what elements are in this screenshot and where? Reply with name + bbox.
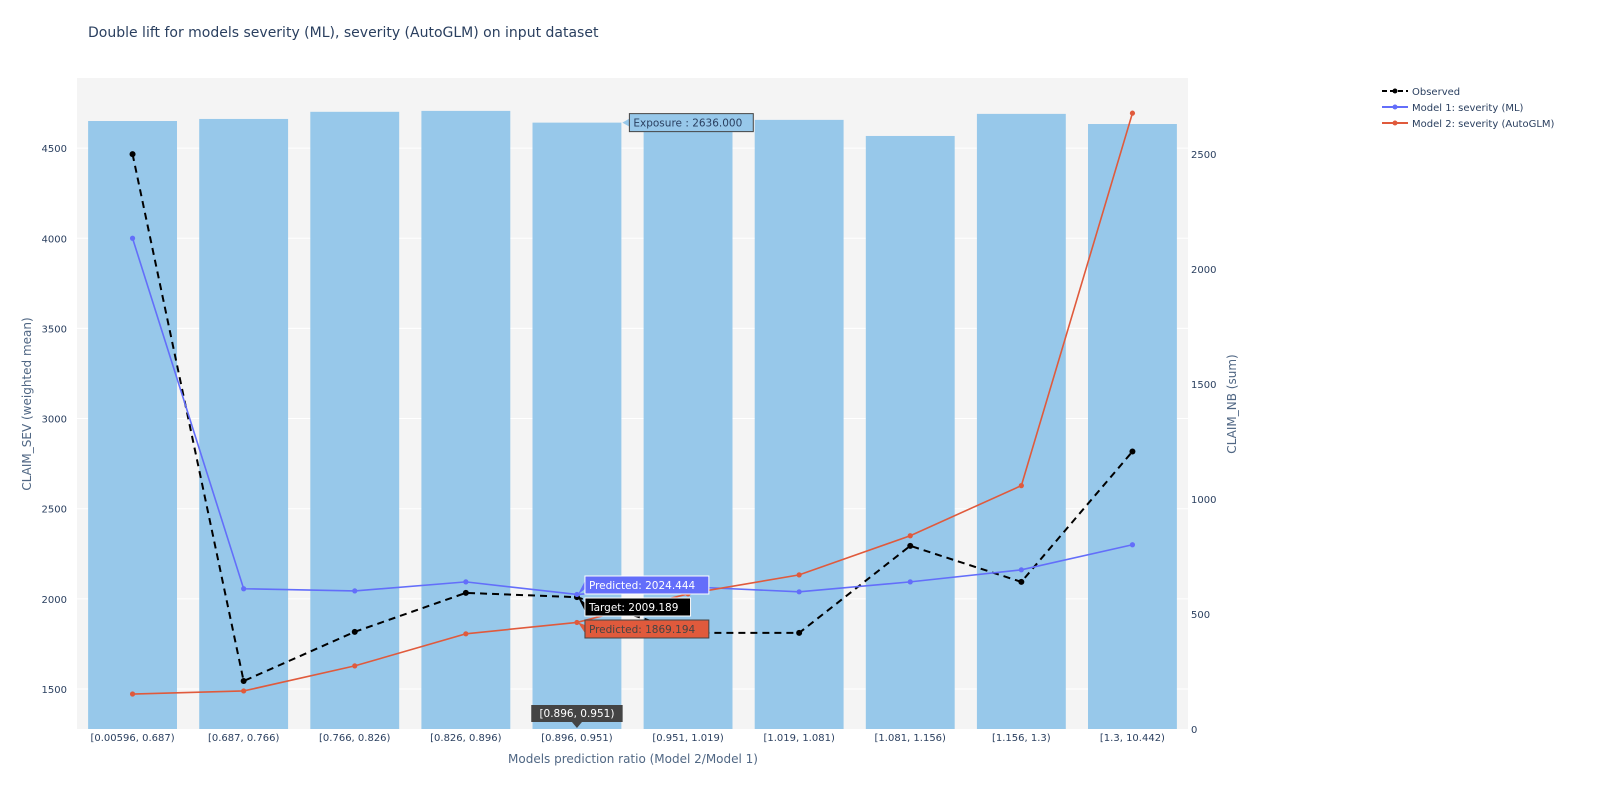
y-tick-label: 3000 <box>42 415 67 426</box>
legend-item[interactable]: Observed <box>1412 87 1460 98</box>
x-hover-label: [0.896, 0.951) <box>531 705 623 728</box>
series-point[interactable] <box>796 629 803 636</box>
series-point[interactable] <box>1018 483 1024 489</box>
svg-text:Target: 2009.189: Target: 2009.189 <box>588 602 678 614</box>
x-tick-label: [0.826, 0.896) <box>430 733 502 744</box>
x-tick-label: [0.687, 0.766) <box>208 733 280 744</box>
series-point[interactable] <box>463 631 469 637</box>
exposure-bar[interactable] <box>421 110 511 730</box>
series-point[interactable] <box>574 619 580 626</box>
series-point[interactable] <box>1129 110 1136 116</box>
y-tick-label: 2500 <box>42 505 67 516</box>
x-tick-label: [1.3, 10.442) <box>1100 733 1165 744</box>
series-point[interactable] <box>129 235 136 241</box>
y2-tick-label: 2500 <box>1191 150 1216 161</box>
x-tick-label: [1.081, 1.156) <box>875 733 947 744</box>
x-tick-label: [0.00596, 0.687) <box>90 733 174 744</box>
series-point[interactable] <box>241 688 247 694</box>
series-point[interactable] <box>352 663 358 669</box>
exposure-bar[interactable] <box>88 121 177 730</box>
series-point[interactable] <box>907 542 914 549</box>
hover-tooltip: Predicted: 1869.194 <box>577 619 710 639</box>
y2-tick-label: 1500 <box>1191 380 1216 391</box>
exposure-bar[interactable] <box>976 113 1066 730</box>
exposure-bar[interactable] <box>310 111 400 730</box>
y-tick-label: 2000 <box>42 595 67 606</box>
exposure-bar[interactable] <box>754 119 844 729</box>
series-point[interactable] <box>796 589 802 595</box>
svg-text:[0.896, 0.951): [0.896, 0.951) <box>539 708 614 720</box>
series-point[interactable] <box>351 628 358 635</box>
svg-text:Predicted: 2024.444: Predicted: 2024.444 <box>589 580 696 592</box>
series-point[interactable] <box>574 591 580 598</box>
svg-text:Exposure : 2636.000: Exposure : 2636.000 <box>633 118 742 130</box>
x-tick-label: [0.766, 0.826) <box>319 733 391 744</box>
series-point[interactable] <box>129 691 136 697</box>
series-point[interactable] <box>1018 578 1025 585</box>
x-tick-label: [0.896, 0.951) <box>541 733 613 744</box>
series-point[interactable] <box>1129 542 1136 548</box>
y2-axis-label: CLAIM_NB (sum) <box>1225 354 1239 453</box>
exposure-bar[interactable] <box>1088 124 1177 729</box>
y2-tick-label: 500 <box>1191 610 1210 621</box>
series-point[interactable] <box>907 533 913 539</box>
series-point[interactable] <box>463 579 469 585</box>
y-tick-label: 3500 <box>42 324 67 335</box>
y2-tick-label: 0 <box>1191 725 1197 736</box>
hover-tooltip: Target: 2009.189 <box>577 597 692 617</box>
y-axis-label: CLAIM_SEV (weighted mean) <box>20 317 34 490</box>
y-tick-label: 4000 <box>42 234 67 245</box>
legend-marker <box>1392 120 1398 126</box>
legend-marker <box>1392 88 1398 94</box>
series-point[interactable] <box>241 586 247 592</box>
chart-title: Double lift for models severity (ML), se… <box>88 25 599 41</box>
x-tick-label: [1.156, 1.3) <box>992 733 1051 744</box>
series-point[interactable] <box>352 588 358 594</box>
hover-tooltip: Exposure : 2636.000 <box>622 113 754 133</box>
series-point[interactable] <box>1018 567 1024 573</box>
series-point[interactable] <box>796 572 802 578</box>
series-point[interactable] <box>1129 448 1136 455</box>
legend-item[interactable]: Model 1: severity (ML) <box>1412 103 1524 114</box>
y2-tick-label: 2000 <box>1191 265 1216 276</box>
series-point[interactable] <box>240 678 247 685</box>
x-axis-label: Models prediction ratio (Model 2/Model 1… <box>508 752 758 766</box>
x-tick-label: [0.951, 1.019) <box>652 733 724 744</box>
y-tick-label: 4500 <box>42 144 67 155</box>
series-point[interactable] <box>907 579 913 585</box>
y2-tick-label: 1000 <box>1191 495 1216 506</box>
exposure-bar[interactable] <box>199 118 289 729</box>
legend-item[interactable]: Model 2: severity (AutoGLM) <box>1412 119 1555 130</box>
x-tick-label: [1.019, 1.081) <box>763 733 835 744</box>
series-point[interactable] <box>129 151 136 158</box>
series-point[interactable] <box>462 589 469 596</box>
hover-tooltip: Predicted: 2024.444 <box>577 575 710 595</box>
legend-marker <box>1392 104 1398 110</box>
svg-text:Predicted: 1869.194: Predicted: 1869.194 <box>589 624 696 636</box>
y-tick-label: 1500 <box>42 685 67 696</box>
exposure-bar[interactable] <box>865 135 955 730</box>
